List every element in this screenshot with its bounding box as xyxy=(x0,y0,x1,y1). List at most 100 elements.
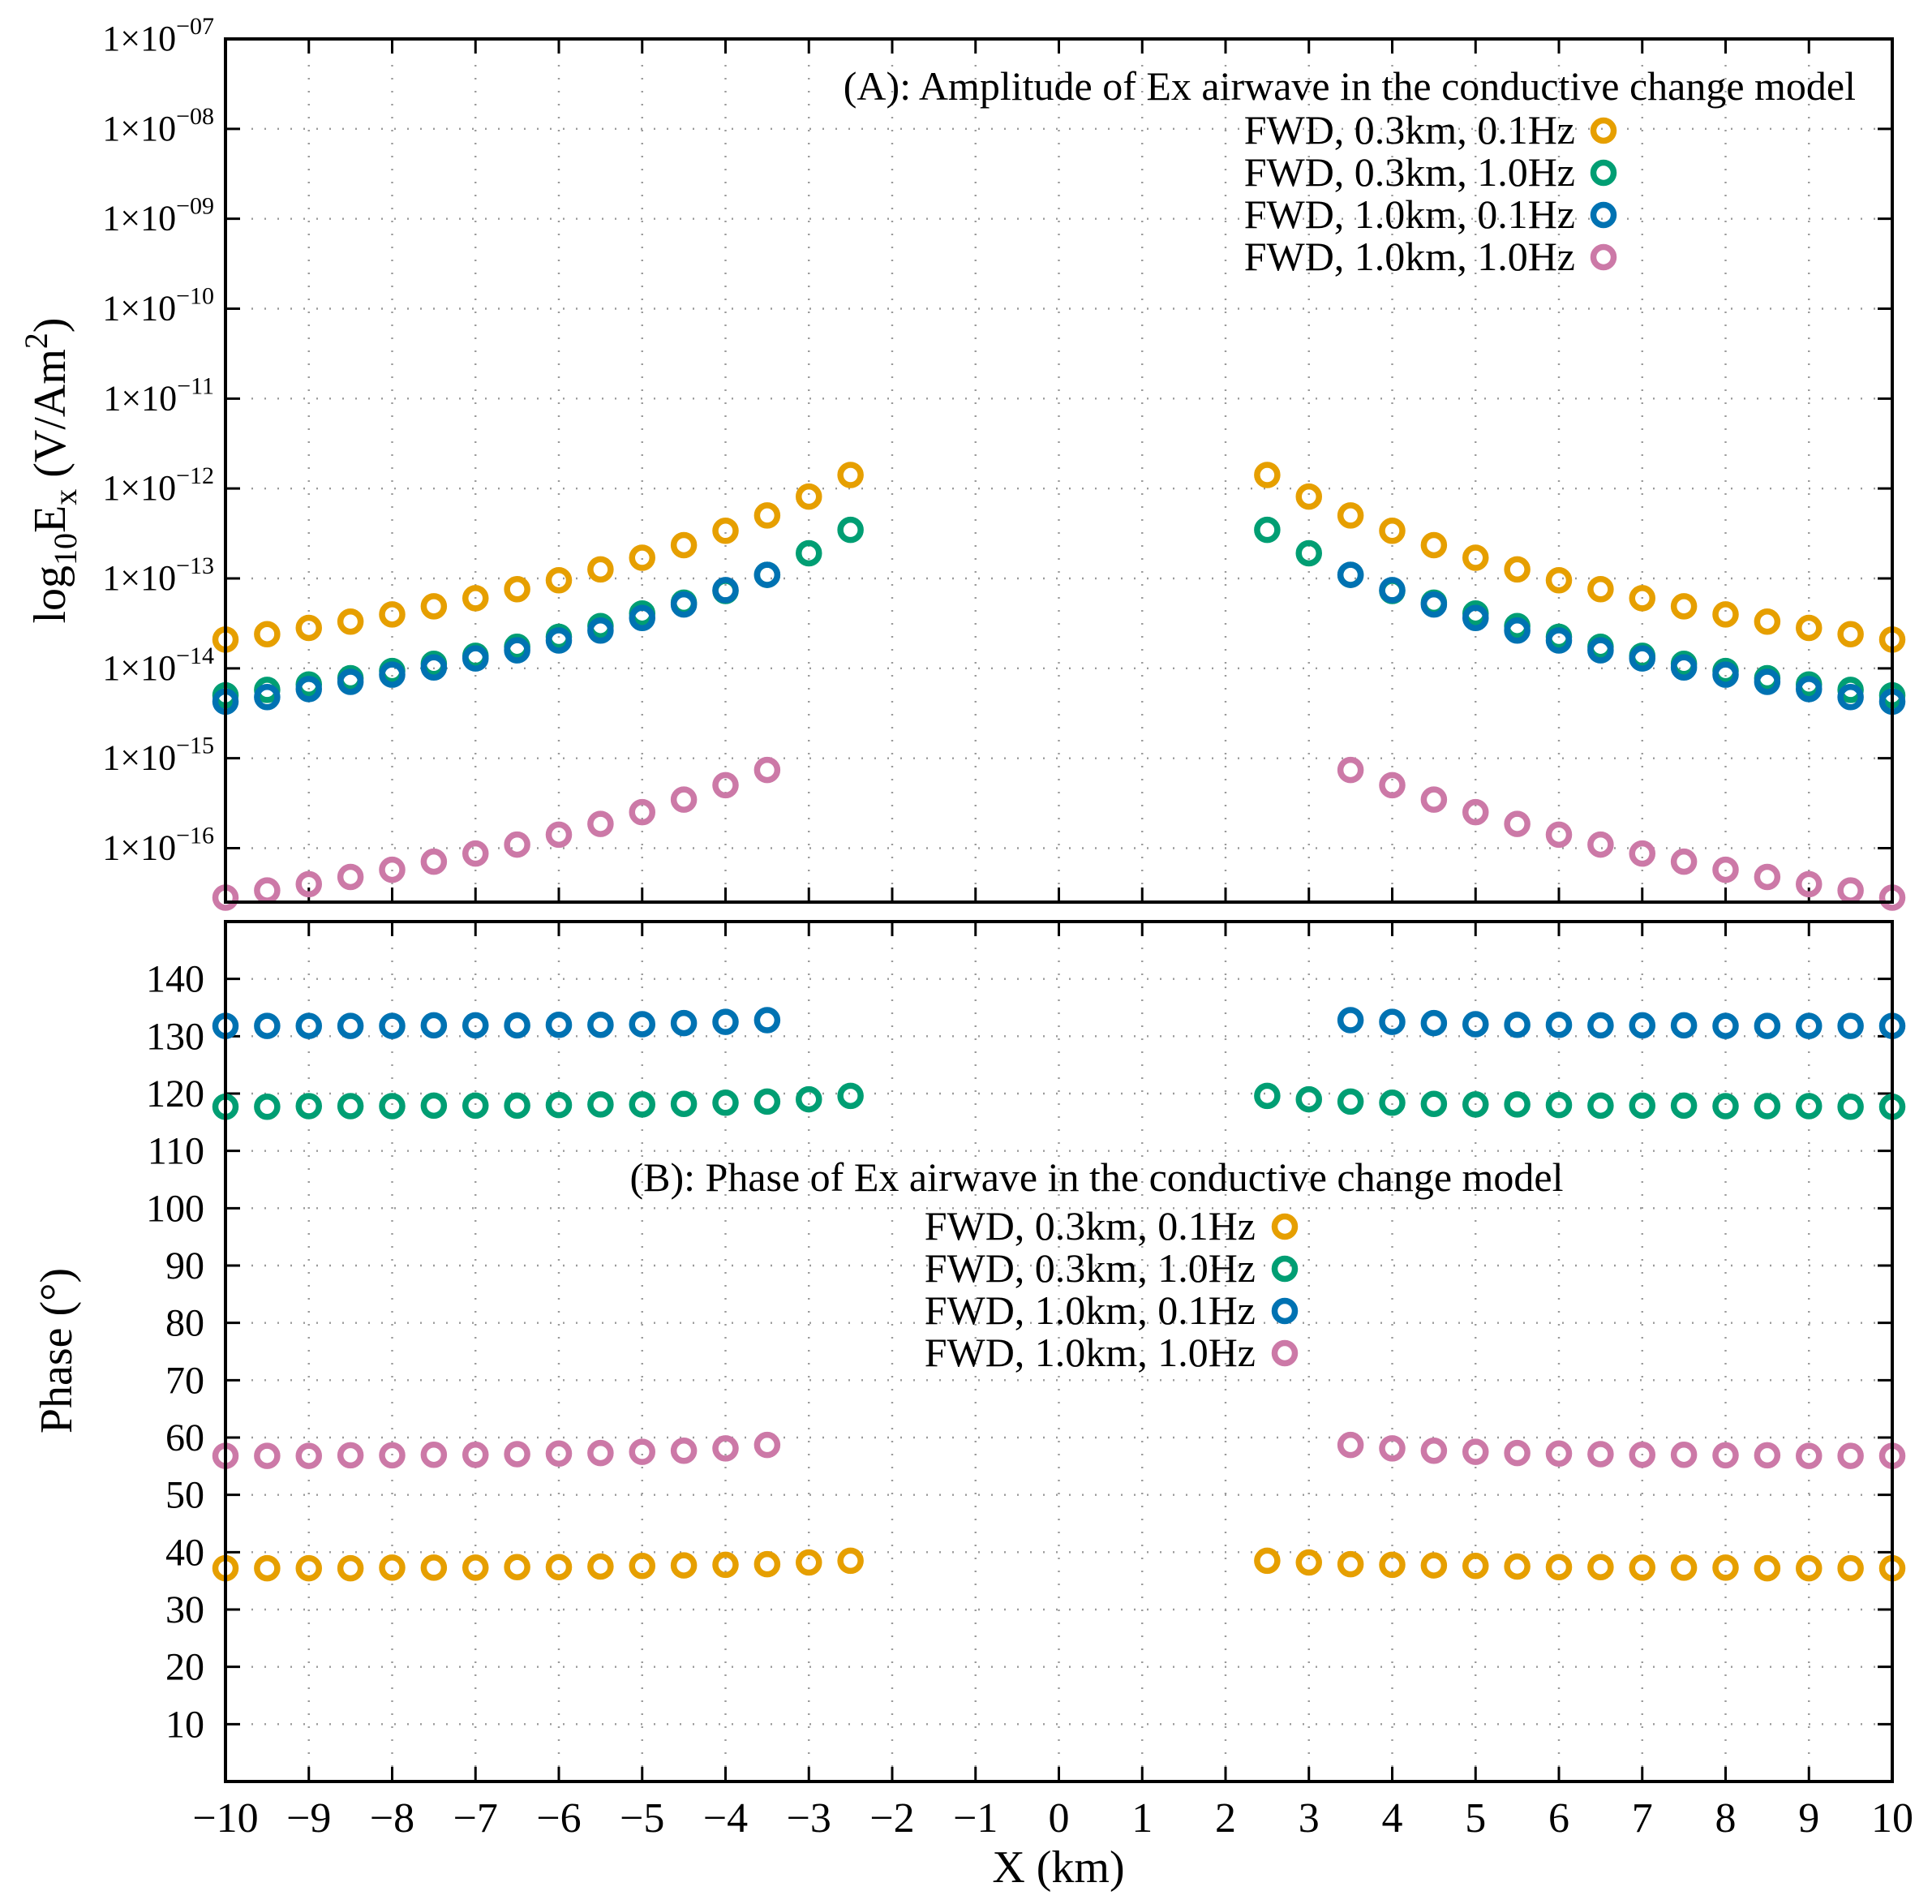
amplitude-y-tick-label: 1×10−10 xyxy=(102,283,214,329)
amplitude-point-series-3 xyxy=(1587,637,1614,664)
amplitude-point-series-4 xyxy=(1545,821,1573,849)
phase-point-series-2 xyxy=(1379,1090,1406,1116)
phase-point-series-1 xyxy=(796,1549,822,1576)
x-tick-label: 5 xyxy=(1465,1795,1486,1842)
amplitude-legend-label: FWD, 0.3km, 1.0Hz xyxy=(1244,149,1575,195)
amplitude-point-series-1 xyxy=(545,566,573,594)
amplitude-point-series-2 xyxy=(796,539,822,567)
amplitude-point-series-3 xyxy=(1337,561,1364,588)
phase-point-series-3 xyxy=(1712,1012,1739,1039)
phase-point-series-3 xyxy=(254,1012,281,1039)
phase-point-series-4 xyxy=(587,1439,614,1467)
amplitude-point-series-3 xyxy=(1754,668,1781,695)
amplitude-point-series-1 xyxy=(337,608,364,635)
phase-point-series-1 xyxy=(753,1550,781,1578)
phase-point-series-2 xyxy=(1670,1092,1698,1120)
phase-point-series-2 xyxy=(1754,1093,1781,1120)
phase-point-series-2 xyxy=(1337,1088,1364,1115)
amplitude-point-series-3 xyxy=(1462,604,1489,632)
amplitude-point-series-3 xyxy=(1712,661,1739,688)
phase-point-series-3 xyxy=(1796,1012,1823,1039)
amplitude-point-series-1 xyxy=(1254,462,1281,488)
phase-point-series-2 xyxy=(462,1092,489,1120)
amplitude-point-series-1 xyxy=(379,601,406,628)
x-axis-label: X (km) xyxy=(992,1842,1124,1893)
phase-ticks: −10 −9 −8 −7 −6 −5 −4 −3 −2 −1 0 1 2 3 4 5 6 7 8 9 101020304… xyxy=(146,922,1913,1842)
phase-point-series-3 xyxy=(504,1012,530,1039)
phase-point-series-4 xyxy=(1712,1442,1739,1469)
phase-point-series-1 xyxy=(1337,1550,1364,1578)
amplitude-y-tick-label: 1×10−07 xyxy=(102,13,214,58)
phase-point-series-1 xyxy=(545,1554,573,1580)
phase-point-series-3 xyxy=(753,1007,781,1034)
amplitude-point-series-4 xyxy=(1754,863,1781,891)
amplitude-point-series-4 xyxy=(379,856,406,883)
amplitude-point-series-4 xyxy=(1796,870,1823,898)
amplitude-point-series-1 xyxy=(1629,585,1655,612)
phase-point-series-1 xyxy=(1712,1554,1739,1581)
amplitude-point-series-1 xyxy=(462,585,489,612)
phase-point-series-2 xyxy=(1295,1085,1322,1113)
phase-point-series-3 xyxy=(587,1011,614,1038)
amplitude-point-series-3 xyxy=(753,561,781,588)
amplitude-y-tick-label: 1×10−08 xyxy=(102,103,214,148)
phase-point-series-1 xyxy=(1754,1554,1781,1582)
phase-y-tick-label: 10 xyxy=(165,1703,204,1746)
phase-legend-marker xyxy=(1271,1297,1299,1325)
phase-point-series-1 xyxy=(1629,1554,1655,1581)
x-tick-label: −2 xyxy=(869,1795,914,1842)
amplitude-point-series-1 xyxy=(753,502,781,529)
amplitude-point-series-1 xyxy=(837,462,864,488)
phase-point-series-1 xyxy=(254,1554,281,1582)
phase-point-series-1 xyxy=(1379,1551,1406,1579)
phase-point-series-1 xyxy=(1462,1553,1489,1580)
amplitude-point-series-3 xyxy=(587,617,614,644)
amplitude-point-series-3 xyxy=(1379,577,1406,604)
amplitude-panel: 1×10−16 1×10−15 1×10−14 1×10−13 1×10−12 1×10−… xyxy=(18,13,1906,911)
phase-point-series-4 xyxy=(295,1442,322,1469)
phase-point-series-1 xyxy=(1837,1554,1864,1582)
phase-point-series-3 xyxy=(1420,1009,1448,1037)
amplitude-point-series-3 xyxy=(1670,654,1698,681)
phase-y-tick-label: 20 xyxy=(165,1646,204,1689)
phase-point-series-2 xyxy=(712,1090,739,1116)
amplitude-point-series-3 xyxy=(254,684,281,711)
amplitude-point-series-4 xyxy=(1587,831,1614,858)
phase-legend-label: FWD, 0.3km, 1.0Hz xyxy=(925,1245,1256,1291)
phase-point-series-4 xyxy=(462,1441,489,1468)
amplitude-point-series-1 xyxy=(1337,502,1364,529)
phase-y-tick-label: 130 xyxy=(146,1015,204,1058)
amplitude-point-series-4 xyxy=(504,831,530,858)
amplitude-point-series-1 xyxy=(1545,566,1573,594)
amplitude-point-series-4 xyxy=(1462,798,1489,826)
phase-legend-label: FWD, 0.3km, 0.1Hz xyxy=(925,1203,1256,1249)
phase-point-series-1 xyxy=(420,1554,448,1581)
phase-point-series-2 xyxy=(796,1085,822,1113)
amplitude-point-series-1 xyxy=(1379,518,1406,544)
phase-point-series-1 xyxy=(462,1554,489,1581)
phase-point-series-3 xyxy=(629,1011,655,1038)
phase-point-series-3 xyxy=(1670,1012,1698,1039)
phase-panel: −10 −9 −8 −7 −6 −5 −4 −3 −2 −1 0 1 2 3 4 5 6 7 8 9 101020304… xyxy=(32,920,1913,1893)
phase-point-series-2 xyxy=(295,1093,322,1120)
phase-point-series-4 xyxy=(1504,1439,1531,1467)
amplitude-point-series-3 xyxy=(1796,676,1823,703)
phase-point-series-2 xyxy=(420,1092,448,1120)
amplitude-point-series-4 xyxy=(1337,756,1364,784)
amplitude-point-series-3 xyxy=(462,645,489,672)
phase-y-tick-label: 110 xyxy=(148,1130,204,1173)
phase-y-tick-label: 140 xyxy=(146,958,204,1001)
phase-point-series-1 xyxy=(629,1553,655,1580)
phase-point-series-2 xyxy=(1712,1093,1739,1120)
amplitude-point-series-3 xyxy=(1629,645,1655,672)
x-tick-label: 8 xyxy=(1715,1795,1737,1842)
phase-point-series-4 xyxy=(504,1441,530,1468)
phase-point-series-4 xyxy=(1670,1441,1698,1468)
amplitude-point-series-1 xyxy=(587,556,614,583)
phase-point-series-1 xyxy=(670,1552,698,1579)
amplitude-point-series-4 xyxy=(1670,848,1698,875)
amplitude-point-series-4 xyxy=(1420,786,1448,813)
amplitude-point-series-3 xyxy=(1504,617,1531,644)
phase-y-tick-label: 60 xyxy=(165,1416,204,1459)
